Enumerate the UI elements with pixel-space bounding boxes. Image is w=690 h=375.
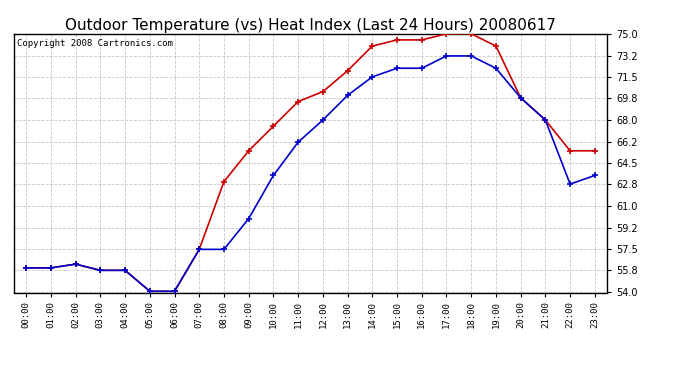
Text: Copyright 2008 Cartronics.com: Copyright 2008 Cartronics.com [17, 39, 172, 48]
Title: Outdoor Temperature (vs) Heat Index (Last 24 Hours) 20080617: Outdoor Temperature (vs) Heat Index (Las… [65, 18, 556, 33]
